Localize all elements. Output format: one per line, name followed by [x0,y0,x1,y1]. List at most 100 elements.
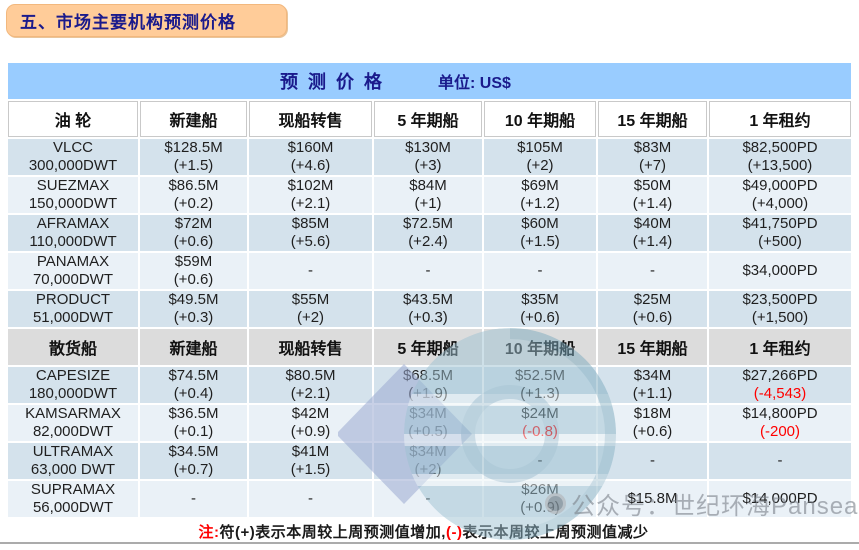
price-cell: $40M (+1.4) [598,215,707,251]
price-cell: $72.5M (+2.4) [374,215,482,251]
price-cell: $27,266PD (-4,543) [709,367,851,403]
vessel-name-cell: PANAMAX 70,000DWT [8,253,138,289]
price-value: $41,750PD [742,215,818,232]
price-cell: $84M (+1) [374,177,482,213]
price-value: - [537,262,543,279]
table-blue-header: 预 测 价 格 单位: US$ [8,63,851,99]
price-value: $43.5M [402,291,454,308]
price-change: (-4,543) [753,385,807,402]
price-cell: $26M (+0.9) [484,481,596,517]
price-value: - [308,490,313,507]
column-header: 15 年期船 [598,101,707,137]
price-value: $41M [291,443,330,460]
price-change: (+2.1) [290,385,331,402]
price-cell: $60M (+1.5) [484,215,596,251]
price-change: (+1.9) [408,385,448,402]
vessel-name-cell: SUEZMAX 150,000DWT [8,177,138,213]
price-cell: $41,750PD (+500) [709,215,851,251]
price-value: $72.5M [402,215,454,232]
price-cell: - [484,253,596,289]
price-change: (+2.1) [290,195,331,212]
vessel-name-cell: SUPRAMAX 56,000DWT [8,481,138,517]
price-change: (+13,500) [747,157,813,174]
price-change: (+1.4) [632,195,673,212]
price-change: (-200) [759,423,800,440]
price-cell: $49,000PD (+4,000) [709,177,851,213]
price-change: (+1.1) [632,385,673,402]
price-cell: - [249,253,372,289]
price-cell: - [484,443,596,479]
price-value: $102M [287,177,334,194]
price-change: (+1) [414,195,442,212]
price-cell: - [374,253,482,289]
price-change: (+0.5) [408,423,448,440]
price-change: (+1.4) [632,233,673,250]
column-header: 新建船 [140,329,247,365]
price-cell: $43.5M (+0.3) [374,291,482,327]
price-change: (+4,000) [751,195,809,212]
price-value: $83M [633,139,672,156]
vessel-name: PANAMAX [36,253,110,270]
price-value: $69M [521,177,559,194]
price-cell: $41M (+1.5) [249,443,372,479]
column-header: 10 年期船 [484,101,596,137]
price-value: $128.5M [164,139,223,156]
price-value: - [537,452,543,469]
price-change: (+1.5) [290,461,331,478]
vessel-dwt: 63,000 DWT [30,461,116,478]
price-change: (-0.8) [522,423,558,440]
price-cell: - [140,481,247,517]
price-value: $52.5M [514,367,566,384]
price-cell: $49.5M (+0.3) [140,291,247,327]
vessel-name: VLCC [52,139,93,156]
price-value: $34M [409,443,447,460]
vessel-name: SUPRAMAX [30,481,116,498]
price-value: $23,500PD [742,291,818,308]
column-header: 5 年期船 [374,329,482,365]
price-value: $25M [633,291,672,308]
vessel-name-cell: ULTRAMAX 63,000 DWT [8,443,138,479]
price-change: (+0.7) [173,461,214,478]
price-value: $34.5M [168,443,219,460]
price-cell: - [598,253,707,289]
price-value: $160M [287,139,334,156]
price-cell: $34.5M (+0.7) [140,443,247,479]
price-value: $59M [174,253,213,270]
price-cell: $14,800PD (-200) [709,405,851,441]
price-cell: $130M (+3) [374,139,482,175]
price-cell: $50M (+1.4) [598,177,707,213]
price-value: $27,266PD [742,367,818,384]
price-change: (+1.2) [520,195,560,212]
price-cell: $160M (+4.6) [249,139,372,175]
price-cell: $24M (-0.8) [484,405,596,441]
price-cell: $55M (+2) [249,291,372,327]
price-cell: $23,500PD (+1,500) [709,291,851,327]
vessel-name: ULTRAMAX [32,443,114,460]
price-value: $34M [633,367,672,384]
price-change: (+0.2) [173,195,214,212]
note-part: 表示本周较上周预测值减少 [462,524,649,541]
price-value: $18M [633,405,672,422]
section-title-bar: 五、市场主要机构预测价格 [6,4,287,37]
price-value: $49,000PD [742,177,818,194]
vessel-name: KAMSARMAX [25,405,121,422]
vessel-dwt: 300,000DWT [28,157,118,174]
price-value: $85M [291,215,330,232]
price-cell: $34M (+2) [374,443,482,479]
price-value: $14,000PD [742,490,818,507]
section-title: 五、市场主要机构预测价格 [20,13,236,32]
price-value: $84M [409,177,447,194]
vessel-name-cell: KAMSARMAX 82,000DWT [8,405,138,441]
price-value: $35M [521,291,559,308]
price-cell: $14,000PD [709,481,851,517]
price-value: $49.5M [168,291,219,308]
price-value: $40M [633,215,672,232]
price-cell: $25M (+0.6) [598,291,707,327]
price-cell: $59M (+0.6) [140,253,247,289]
forecast-table: 预 测 价 格 单位: US$ 油 轮新建船 现船转售 5 年期船 10 年期船 15 … [8,63,851,517]
price-value: $55M [291,291,330,308]
price-value: $80.5M [285,367,336,384]
price-value: $24M [521,405,559,422]
price-change: (+1.3) [520,385,560,402]
price-value: $14,800PD [742,405,818,422]
